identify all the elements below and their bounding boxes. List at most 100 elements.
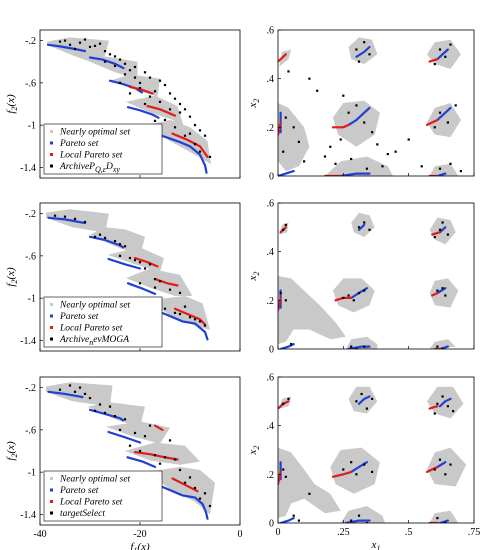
archive-point — [357, 60, 361, 63]
archive-point — [363, 345, 366, 348]
nearly-optimal-region — [325, 156, 393, 176]
y-axis-label: f2(x) — [5, 267, 19, 287]
archive-point — [290, 343, 293, 346]
legend-marker — [50, 488, 53, 492]
archive-point — [148, 263, 152, 266]
archive-point — [168, 108, 172, 111]
archive-point — [63, 215, 67, 218]
archive-point — [371, 470, 374, 473]
archive-point — [153, 119, 157, 122]
pareto-set-curve — [347, 106, 371, 127]
archive-point — [347, 111, 350, 114]
archive-point — [103, 411, 107, 414]
archive-point — [363, 121, 366, 124]
pareto-set-curve — [107, 430, 142, 444]
archive-point — [357, 514, 361, 517]
archive-point — [93, 44, 97, 47]
archive-point — [436, 289, 439, 292]
plot-area — [40, 377, 240, 525]
archive-point — [143, 267, 147, 270]
legend-entry: Nearly optimal set — [59, 128, 131, 138]
archive-point — [438, 167, 442, 170]
pareto-set-curve — [126, 282, 157, 295]
pareto-set-curve — [108, 79, 144, 94]
archive-point — [103, 236, 107, 239]
y-tick-label: .6 — [267, 26, 275, 37]
archive-point — [113, 240, 117, 243]
panel-decision-space-2: 0 .2 .4 .6 x2 — [247, 26, 475, 183]
archive-point — [452, 410, 455, 413]
archive-point — [363, 289, 366, 292]
legend-marker — [50, 141, 53, 145]
pareto-set-curve — [47, 390, 84, 399]
pareto-set-curve — [146, 130, 208, 174]
archive-point — [103, 50, 107, 53]
archive-point — [53, 214, 57, 217]
local-pareto-set-curve — [278, 121, 282, 136]
nearly-optimal-region — [427, 103, 461, 138]
y-tick-label: -1 — [28, 121, 36, 132]
archive-point — [365, 167, 368, 170]
archive-point — [133, 65, 137, 69]
pareto-set-curve — [278, 170, 295, 176]
local-pareto-set-curve — [153, 424, 164, 431]
archive-point — [138, 81, 142, 84]
local-pareto-set-curve — [425, 465, 439, 473]
pareto-set-curve — [47, 216, 87, 225]
archive-point — [433, 412, 436, 415]
archive-point — [376, 143, 379, 146]
archive-point — [433, 126, 436, 129]
archive-point — [73, 217, 77, 220]
archive-point — [113, 415, 117, 418]
pareto-set-curve — [436, 461, 447, 469]
nearly-optimal-region — [46, 382, 113, 407]
pareto-set-curve — [436, 287, 447, 295]
nearly-optimal-region — [125, 442, 200, 465]
y-tick-label: .4 — [267, 247, 275, 258]
archive-point — [68, 384, 72, 387]
archive-point — [355, 400, 358, 403]
nearly-optimal-region — [340, 506, 386, 523]
panel-objective-space-1: -.2 -.6 -1 -1.4 f2(x) Nearly optimal setParet… — [5, 29, 241, 179]
legend-entry: Nearly optimal set — [59, 301, 131, 311]
archive-point — [438, 48, 442, 51]
nearly-optimal-region — [429, 163, 459, 176]
archive-point — [441, 347, 444, 349]
archive-point — [355, 473, 358, 476]
archive-point — [287, 397, 290, 400]
pareto-set-curve — [279, 516, 295, 523]
legend-box — [43, 470, 163, 522]
archive-point — [148, 76, 152, 79]
archive-point — [297, 519, 300, 522]
x-tick-label: .25 — [337, 527, 350, 538]
legend-entry: Local Pareto set — [59, 324, 123, 334]
legend-box — [43, 123, 163, 175]
archive-point — [68, 43, 72, 46]
legend-marker — [50, 130, 53, 133]
archive-point — [78, 386, 82, 389]
archive-point — [108, 405, 112, 408]
y-tick-label: -1.4 — [20, 510, 36, 521]
plot-area — [278, 203, 474, 349]
archive-point — [355, 347, 358, 349]
archive-point — [394, 150, 397, 153]
x-tick-label: .75 — [468, 527, 481, 538]
pareto-set-curve — [88, 56, 125, 70]
pareto-set-curve — [107, 257, 142, 270]
y-tick-label: .6 — [267, 373, 275, 384]
local-pareto-set-curve — [278, 53, 287, 63]
archive-point — [208, 504, 212, 508]
pareto-set-curve — [357, 223, 366, 231]
pareto-set-curve — [438, 397, 452, 408]
nearly-optimal-region — [278, 447, 341, 519]
archive-point — [133, 76, 137, 79]
archive-point — [363, 463, 366, 466]
legend-marker — [50, 314, 53, 318]
panel-objective-space-3: -.2 -.6 -1 -1.4 f2(x) Nearly optimal setParet… — [5, 202, 241, 352]
archive-point — [168, 92, 172, 95]
x-tick-label: -40 — [33, 529, 46, 540]
archive-point — [128, 69, 132, 72]
legend-marker — [50, 337, 53, 341]
archive-point — [363, 221, 366, 224]
